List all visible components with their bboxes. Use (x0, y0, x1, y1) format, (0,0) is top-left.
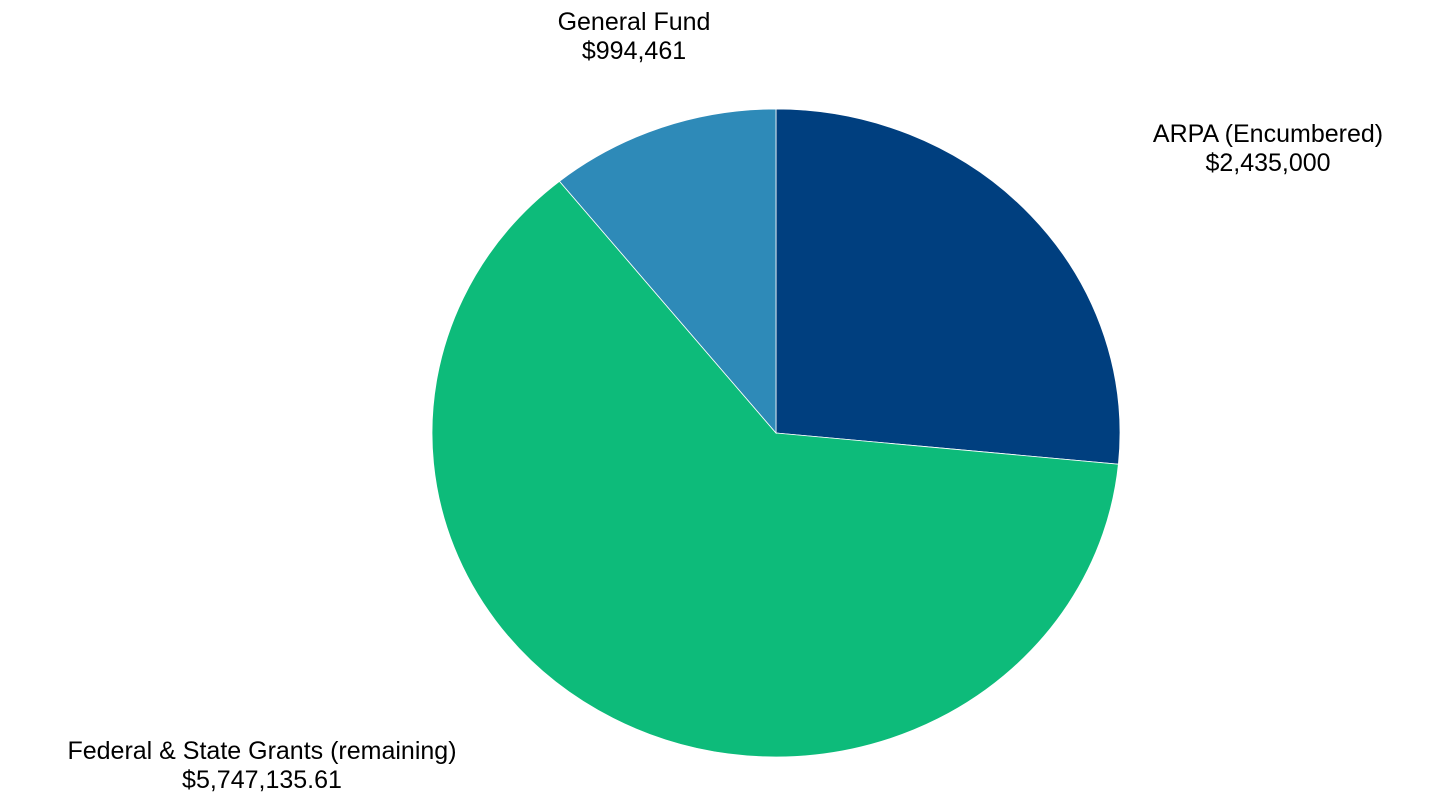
pie-slices (431, 108, 1121, 758)
slice-value-general-fund: $994,461 (582, 37, 686, 65)
slice-value-arpa: $2,435,000 (1205, 149, 1330, 177)
slice-label-general-fund: General Fund (558, 8, 711, 36)
pie-labels: ARPA (Encumbered) $2,435,000 Federal & S… (67, 8, 1383, 794)
slice-value-federal-state-grants: $5,747,135.61 (182, 766, 342, 794)
slice-label-arpa: ARPA (Encumbered) (1153, 120, 1383, 148)
slice-arpa (775, 108, 1121, 465)
slice-general-fund (558, 108, 777, 435)
slice-label-federal-state-grants: Federal & State Grants (remaining) (67, 737, 456, 765)
slice-federal-state-grants (431, 180, 1119, 758)
